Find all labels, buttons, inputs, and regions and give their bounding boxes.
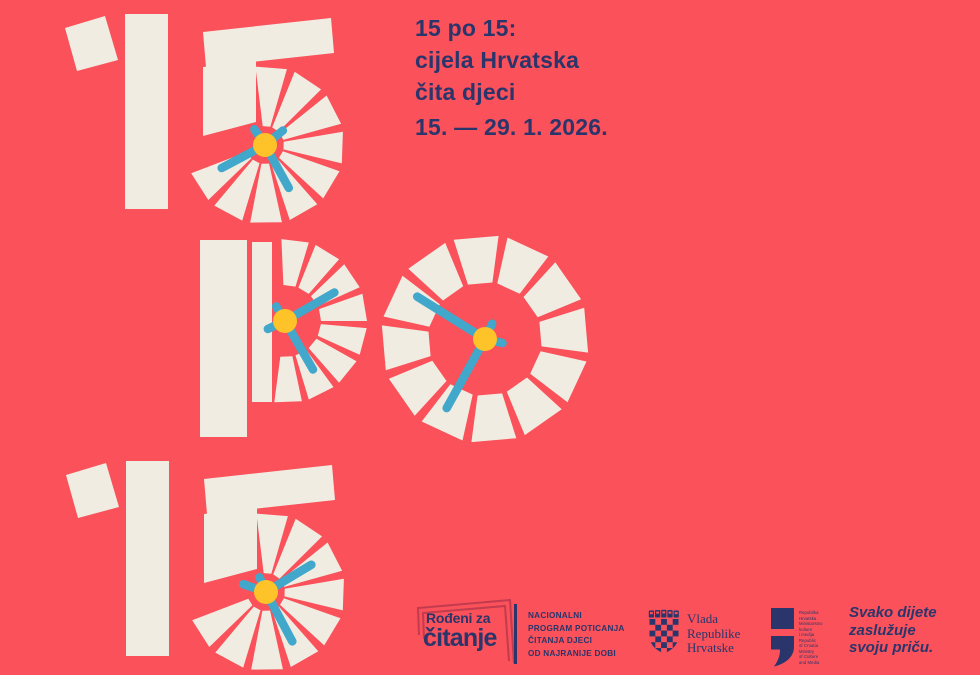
clock-hands-p <box>263 288 339 374</box>
rodjeni-logo-text-large: čitanje <box>423 624 497 652</box>
government-line: Republike <box>687 625 741 641</box>
rodjeni-za-citanje-logo: Rođeni za čitanje <box>413 595 517 675</box>
letter-p-stem <box>200 240 247 437</box>
letter-p-clock-fan <box>274 239 367 403</box>
government-name: Vlada Republike Hrvatske <box>687 609 740 656</box>
croatian-coat-of-arms-icon <box>648 609 679 654</box>
ministry-line: Hrvatska <box>799 615 817 621</box>
slogan-line: zaslužuje <box>849 621 916 639</box>
letter-o-clock-ring <box>381 235 589 443</box>
book-frame-icon <box>416 598 515 664</box>
program-line: OD NAJRANIJE DOBI <box>528 648 616 658</box>
event-title-line-2: cijela Hrvatska <box>415 47 580 73</box>
event-dates: 15. — 29. 1. 2026. <box>415 114 608 140</box>
ministry-line: of Croatia <box>799 643 819 648</box>
national-program-caption: NACIONALNI PROGRAM POTICANJA ČITANJA DJE… <box>528 610 625 660</box>
program-line: NACIONALNI <box>528 611 582 620</box>
rodjeni-logo-text-small: Rođeni za <box>426 610 491 626</box>
ministry-line: Republic <box>799 637 817 643</box>
ministry-line: kulture <box>799 626 813 632</box>
letter-p-inner-bar <box>252 242 272 402</box>
ministry-of-culture-logo: Republika Hrvatska Ministarstvo kulture … <box>771 607 823 667</box>
clock-hands-o <box>412 292 507 413</box>
government-line: Hrvatske <box>687 640 734 655</box>
clock-hands-bottom-5 <box>239 560 316 646</box>
event-title-line-1: 15 po 15: <box>415 15 517 41</box>
clock-hands-top-5 <box>217 124 294 193</box>
slogan-line: Svako dijete <box>849 604 937 621</box>
event-title-line-3: čita djeci <box>415 79 516 105</box>
ministry-line: i medija <box>799 632 815 637</box>
ministry-name: Republika Hrvatska Ministarstvo kulture … <box>799 607 823 667</box>
campaign-slogan: Svako dijete zaslužuje svoju priču. <box>849 604 937 657</box>
slogan-line: svoju priču. <box>849 639 934 656</box>
government-line: Vlada <box>687 611 719 626</box>
program-line: ČITANJA DJECI <box>528 636 593 646</box>
program-line: PROGRAM POTICANJA <box>528 623 625 633</box>
checkerboard-shield <box>649 619 679 654</box>
vlada-republike-hrvatske-logo: Vlada Republike Hrvatske <box>648 609 740 656</box>
numeral-15-top <box>65 14 343 223</box>
ministry-line: Republika <box>799 610 819 615</box>
ministry-line: of Culture <box>799 654 819 659</box>
event-info: 15 po 15: cijela Hrvatska čita djeci 15.… <box>415 12 608 143</box>
ministry-line: Ministry <box>799 648 815 654</box>
semicolon-icon <box>771 608 794 667</box>
ministry-line: and Media <box>799 659 820 665</box>
footer-divider <box>514 604 517 664</box>
ministry-line: Ministarstvo <box>799 621 823 626</box>
